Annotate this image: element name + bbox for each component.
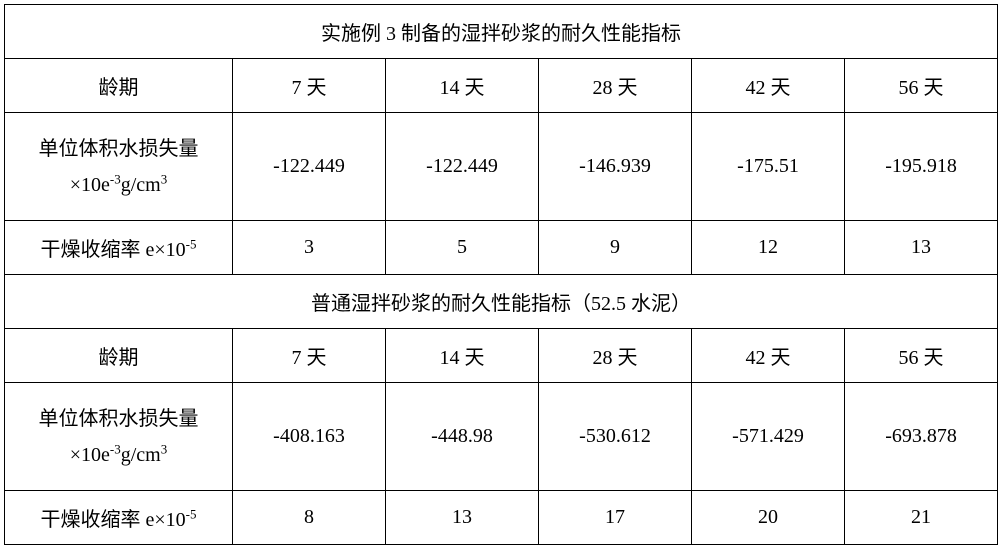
section2-age-row: 龄期 7 天 14 天 28 天 42 天 56 天	[5, 329, 998, 383]
section2-waterloss-4: -693.878	[845, 383, 998, 491]
section1-shrink-0: 3	[233, 221, 386, 275]
section1-age-3: 42 天	[692, 59, 845, 113]
section1-waterloss-0: -122.449	[233, 113, 386, 221]
section2-waterloss-label-line1: 单位体积水损失量	[39, 408, 199, 430]
section1-shrink-3: 12	[692, 221, 845, 275]
section2-age-1: 14 天	[386, 329, 539, 383]
section1-title-row: 实施例 3 制备的湿拌砂浆的耐久性能指标	[5, 5, 998, 59]
section2-waterloss-1: -448.98	[386, 383, 539, 491]
section1-shrink-sup: -5	[186, 236, 197, 251]
section1-age-1: 14 天	[386, 59, 539, 113]
section2-shrink-label: 干燥收缩率 e×10-5	[5, 491, 233, 545]
section1-waterloss-3: -175.51	[692, 113, 845, 221]
section1-waterloss-row: 单位体积水损失量 ×10e-3g/cm3 -122.449 -122.449 -…	[5, 113, 998, 221]
section1-age-4: 56 天	[845, 59, 998, 113]
section1-shrink-row: 干燥收缩率 e×10-5 3 5 9 12 13	[5, 221, 998, 275]
section2-shrink-prefix: 干燥收缩率 e×10	[41, 509, 186, 531]
section2-shrink-4: 21	[845, 491, 998, 545]
section1-age-label: 龄期	[5, 59, 233, 113]
section1-title: 实施例 3 制备的湿拌砂浆的耐久性能指标	[5, 5, 998, 59]
section1-shrink-4: 13	[845, 221, 998, 275]
section1-age-row: 龄期 7 天 14 天 28 天 42 天 56 天	[5, 59, 998, 113]
section1-shrink-2: 9	[539, 221, 692, 275]
section2-title-row: 普通湿拌砂浆的耐久性能指标（52.5 水泥）	[5, 275, 998, 329]
section1-waterloss-sup2: 3	[161, 171, 168, 186]
section1-waterloss-label-line1: 单位体积水损失量	[39, 138, 199, 160]
section2-waterloss-2: -530.612	[539, 383, 692, 491]
durability-table: 实施例 3 制备的湿拌砂浆的耐久性能指标 龄期 7 天 14 天 28 天 42…	[4, 4, 998, 545]
section2-shrink-1: 13	[386, 491, 539, 545]
section1-waterloss-1: -122.449	[386, 113, 539, 221]
section1-waterloss-label: 单位体积水损失量 ×10e-3g/cm3	[5, 113, 233, 221]
section1-shrink-prefix: 干燥收缩率 e×10	[41, 239, 186, 261]
section2-shrink-3: 20	[692, 491, 845, 545]
section2-age-0: 7 天	[233, 329, 386, 383]
section2-shrink-0: 8	[233, 491, 386, 545]
section1-waterloss-mid: g/cm	[121, 174, 161, 196]
section1-shrink-1: 5	[386, 221, 539, 275]
section2-waterloss-row: 单位体积水损失量 ×10e-3g/cm3 -408.163 -448.98 -5…	[5, 383, 998, 491]
section2-waterloss-sup2: 3	[161, 441, 168, 456]
section2-waterloss-mid: g/cm	[121, 444, 161, 466]
section2-age-4: 56 天	[845, 329, 998, 383]
section2-age-2: 28 天	[539, 329, 692, 383]
section2-age-label: 龄期	[5, 329, 233, 383]
section2-shrink-2: 17	[539, 491, 692, 545]
section1-waterloss-2: -146.939	[539, 113, 692, 221]
section1-waterloss-label-prefix: ×10e	[70, 174, 110, 196]
section2-waterloss-label: 单位体积水损失量 ×10e-3g/cm3	[5, 383, 233, 491]
section2-waterloss-label-prefix: ×10e	[70, 444, 110, 466]
section1-waterloss-4: -195.918	[845, 113, 998, 221]
section1-waterloss-sup1: -3	[110, 171, 121, 186]
section2-shrink-row: 干燥收缩率 e×10-5 8 13 17 20 21	[5, 491, 998, 545]
section1-age-2: 28 天	[539, 59, 692, 113]
section1-shrink-label: 干燥收缩率 e×10-5	[5, 221, 233, 275]
section2-title: 普通湿拌砂浆的耐久性能指标（52.5 水泥）	[5, 275, 998, 329]
section2-waterloss-0: -408.163	[233, 383, 386, 491]
section2-waterloss-sup1: -3	[110, 441, 121, 456]
section2-age-3: 42 天	[692, 329, 845, 383]
section2-shrink-sup: -5	[186, 506, 197, 521]
section2-waterloss-3: -571.429	[692, 383, 845, 491]
section1-age-0: 7 天	[233, 59, 386, 113]
